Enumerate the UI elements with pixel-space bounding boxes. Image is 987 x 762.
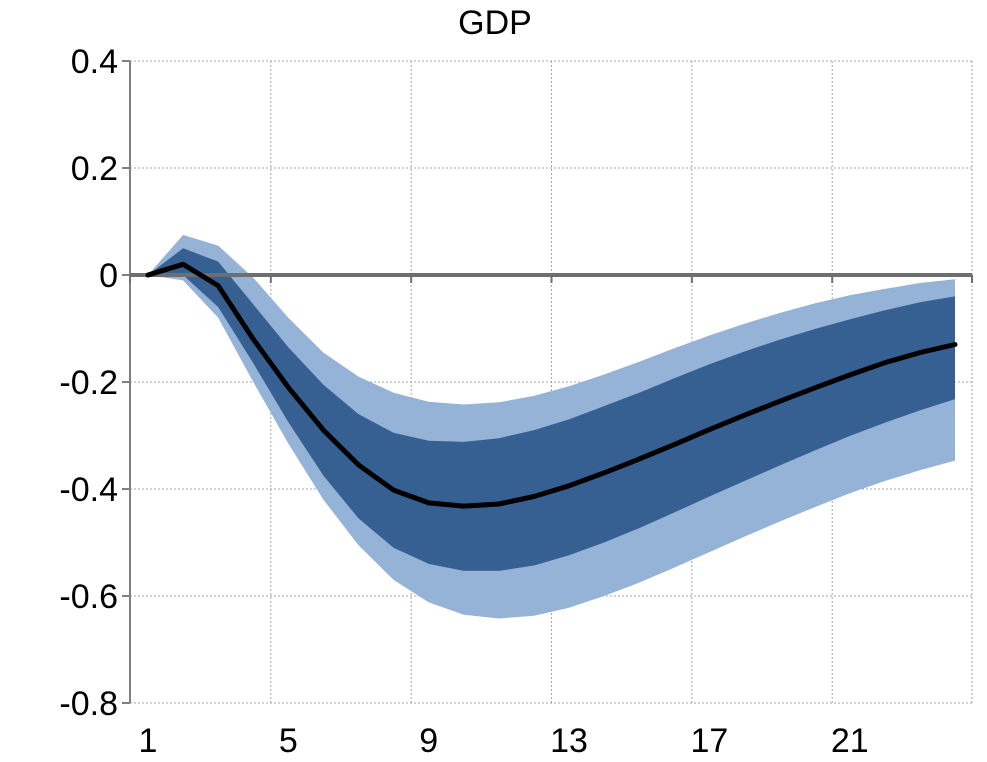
lines [145,261,958,509]
x-tick-labels: 1 5 9 13 17 21 [139,722,869,760]
x-tick-label: 1 [139,722,158,760]
y-tick-label: -0.6 [59,578,118,616]
x-tick-label: 9 [419,722,438,760]
median-line [145,261,958,509]
y-tick-label: -0.8 [59,685,118,723]
x-tick-label: 13 [550,722,588,760]
chart-title: GDP [458,4,532,42]
inner-band [148,248,955,571]
bands [148,234,955,619]
y-tick-label: 0.4 [71,43,118,81]
y-tick-label: -0.2 [59,364,118,402]
y-tick-labels: 0.4 0.2 0 -0.2 -0.4 -0.6 -0.8 [59,43,118,723]
x-tick-label: 17 [690,722,728,760]
y-tick-label: 0 [99,257,118,295]
x-tick-label: 5 [279,722,298,760]
x-tick-label: 21 [831,722,869,760]
axes [122,60,973,704]
y-tick-label: -0.4 [59,471,118,509]
y-tick-label: 0.2 [71,150,118,188]
